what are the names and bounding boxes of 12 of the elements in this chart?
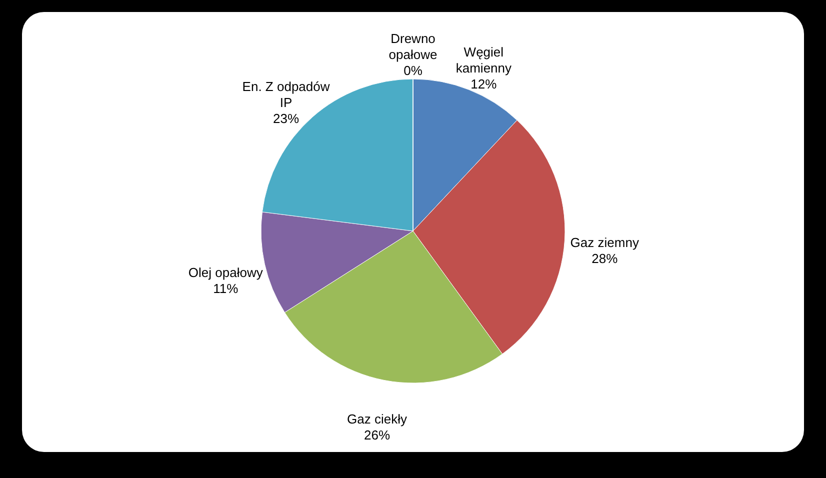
text: 0% xyxy=(404,63,422,78)
data-label: 23% xyxy=(273,110,300,126)
data-label: 12% xyxy=(470,76,498,92)
data-label: 28% xyxy=(592,251,618,266)
slice-label: Olej opałowy xyxy=(188,264,264,280)
slice-label: Węgiel kamienny xyxy=(456,44,512,76)
data-label: 26% xyxy=(364,428,390,443)
slice-label: Gaz ziemny xyxy=(570,235,640,250)
slice-label: En. Z odpadów IP xyxy=(242,78,330,110)
category-label: Drewno opałowe xyxy=(388,31,438,62)
data-label: 11% xyxy=(213,280,239,296)
slice-label: Gaz ciekły xyxy=(347,412,408,427)
